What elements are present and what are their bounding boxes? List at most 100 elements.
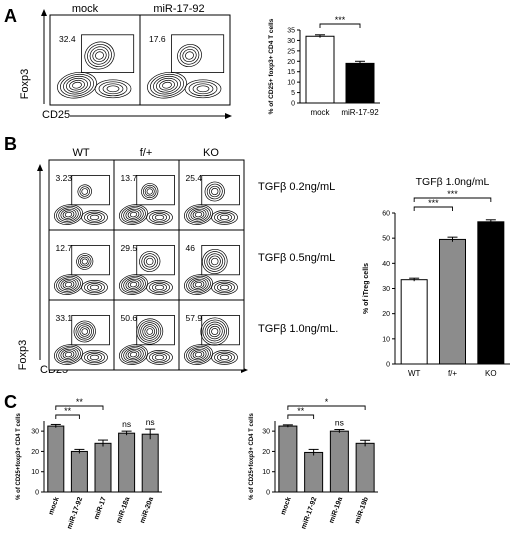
flow-b-r3-c2: 50.6 (113, 299, 180, 371)
flow-b-r2-c3-low-contour (211, 280, 238, 295)
flow-b-r2-c1-main-contour (64, 281, 73, 288)
flow-a-mock-main-contour (60, 73, 94, 97)
flow-a-mir-gated-contour (177, 44, 202, 67)
flow-b-r3-c1-main-contour (58, 347, 79, 362)
flow-b-r1-c1-low-contour (89, 214, 100, 221)
flow-b-r2-c3-gate-value: 46 (186, 243, 196, 253)
flow-b-r1-c2-low-contour (149, 211, 170, 224)
a-bar-ytick-label: 25 (287, 48, 295, 55)
a-bar-ytick-label: 0 (291, 101, 295, 108)
flow-a-mock-gated-contour (89, 46, 110, 65)
c-right-category-label: mock (280, 496, 293, 516)
flow-b-r2-c2-main-contour (127, 280, 140, 289)
panel-letter-c: C (4, 392, 17, 412)
flow-a-x-axis: CD25 (42, 109, 70, 121)
flow-b-r2-c3-main-contour (183, 274, 214, 295)
flow-b-r3-c3-main-contour (186, 345, 211, 364)
b-bar-ytick-label: 30 (382, 286, 390, 293)
flow-a-mock-main-contour (57, 71, 97, 99)
flow-b-r1-c2-gated-contour (141, 183, 159, 200)
flow-b-row-1: TGFβ 0.2ng/mL (258, 181, 335, 193)
flow-b-r3-c1-gate-value: 33.1 (56, 313, 73, 323)
b-bar-ytick-label: 10 (382, 336, 390, 343)
flow-a-mock-gated-contour (84, 41, 115, 70)
flow-b-col-wt: WT (72, 147, 89, 159)
flow-b-r3-c3-gated-contour (209, 325, 221, 338)
flow-b-r3-c1-low-contour (86, 353, 103, 362)
flow-b-r1-c2-main-contour (121, 205, 146, 224)
c-left-sig-label: ** (64, 406, 72, 416)
flow-b-r3-c1-main-contour (64, 351, 73, 358)
flow-b-r2-c1-main-contour (62, 280, 75, 289)
flow-b-r2-c3-gate (201, 244, 240, 276)
c-right-sig-label: ** (297, 406, 305, 416)
c-left-sig-label: ** (76, 397, 84, 407)
b-bar-ytick-label: 0 (386, 362, 390, 369)
flow-b-r2-c2-gate-value: 29.5 (121, 243, 138, 253)
flow-b-r1-c1-main-contour (56, 205, 81, 224)
c-left-category-label: miR-17-92 (66, 496, 84, 530)
c-right-bar (304, 451, 324, 493)
flow-b-r2-c1-main-contour (53, 274, 84, 295)
a-bar-ytick-label: 10 (287, 80, 295, 87)
c-right-bar (278, 425, 298, 493)
flow-b-r3-c2-gate (136, 314, 175, 346)
c-left-ytick-label: 10 (31, 469, 39, 476)
flow-a-mir-main-contour (150, 73, 184, 97)
flow-b-y-arrowhead (37, 164, 43, 171)
flow-b-r3-c2-gated-contour (146, 328, 154, 335)
flow-b-r1-c2-main-contour (125, 208, 142, 221)
flow-a-mock: 32.4 (49, 14, 141, 106)
flow-b-col-ko: KO (203, 147, 219, 159)
flow-b-r1-c1-low-contour (84, 211, 105, 224)
flow-b-r2-c2-low-contour (149, 281, 170, 294)
flow-b-r1-c1-low-contour (81, 210, 108, 225)
flow-b-r1-c1: 3.23 (48, 159, 115, 231)
flow-b-row-3: TGFβ 1.0ng/mL. (258, 323, 338, 335)
flow-b-r2-c1-low-contour (89, 284, 100, 291)
flow-b-r2-c1-main-contour (60, 278, 77, 291)
flow-b-r1-c3-gated-contour (204, 181, 225, 202)
flow-b-r3-c2-gated-contour (140, 322, 160, 341)
flow-b-r1-c2-gate (136, 174, 175, 206)
c-left-bar (118, 432, 136, 493)
flow-b-r1-c2-main-contour (118, 204, 149, 225)
flow-a-mir-gate-value: 17.6 (149, 34, 166, 44)
flow-b-r2-c2-gated-contour (141, 253, 159, 270)
b-bar-category-label: KO (485, 369, 497, 378)
flow-a-mock-low-contour (94, 79, 132, 99)
flow-b-r1-c2-gated-contour (144, 186, 155, 197)
a-bar-ytick-label: 20 (287, 59, 295, 66)
flow-b-r1-c2-main-contour (123, 207, 144, 222)
flow-b-r1-c2: 13.7 (113, 159, 180, 231)
flow-a-mir-main-contour (159, 79, 175, 91)
flow-b-r1-c3-main-contour (186, 205, 211, 224)
c-right-ytick-label: 30 (262, 429, 270, 436)
flow-plot-layer: 32.4 17.6 3.23 13.7 25.4 12.7 29.5 46 33.1 50.6 57… (48, 14, 245, 371)
flow-b-r1-c2-gated-contour (143, 184, 157, 199)
flow-a-y-arrowhead (41, 9, 47, 16)
flow-b-r2-c1-low-contour (81, 280, 108, 295)
flow-b-r1-c3-low-contour (216, 213, 233, 222)
flow-b-r3-c3-gated-contour (206, 323, 223, 340)
flow-b-r2-c1-gate (71, 244, 110, 276)
flow-b-r3-c3-low-contour (216, 353, 233, 362)
flow-b-r3-c3-gate-value: 57.9 (186, 313, 203, 323)
flow-a-mock-main-contour (69, 79, 85, 91)
flow-b-r2-c3-gated-contour (211, 257, 219, 266)
b-bar-ylabel: % of iTreg cells (363, 263, 370, 314)
flow-a-mock-low-contour (98, 81, 128, 97)
chart-layer: 0 5 10 15 20 25 30 35 % of CD25+ foxp3+ CD4 T ce… (16, 15, 510, 530)
flow-b-r1-c3-low-contour (219, 214, 230, 221)
c-left-ylabel: % of CD25+foxp3+ CD4 T cells (16, 412, 22, 499)
flow-b-r2-c2-low-contour (151, 283, 168, 292)
flow-b-r1-c3-gated-contour (211, 187, 219, 196)
flow-b-r3-c3-gate (201, 314, 240, 346)
flow-b-r2-c2-low-contour (146, 280, 173, 295)
static-layer: A B C mock miR-17-92 Foxp3 CD25 WT f/+ K… (4, 3, 338, 412)
c-left-ytick-label: 30 (31, 429, 39, 436)
c-right-bar (329, 430, 349, 493)
c-right-ytick-label: 0 (266, 490, 270, 497)
